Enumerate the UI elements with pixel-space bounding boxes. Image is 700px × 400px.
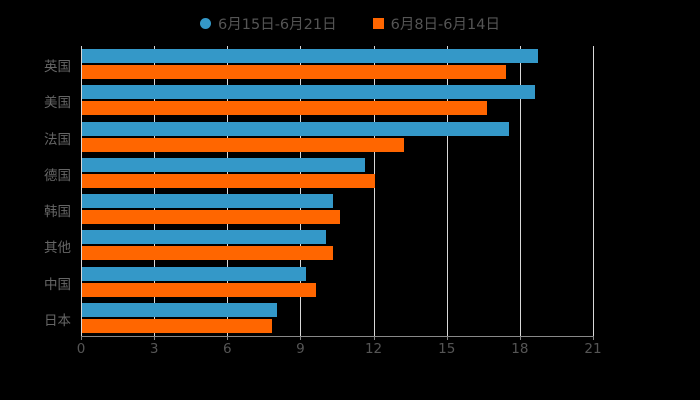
x-axis-tick-mark bbox=[227, 336, 229, 340]
y-axis-label: 德国 bbox=[44, 167, 71, 184]
x-axis-tick-mark bbox=[81, 336, 82, 340]
x-axis-tick-label: 6 bbox=[222, 341, 232, 357]
gridline bbox=[446, 46, 448, 336]
gridline bbox=[373, 46, 375, 336]
bar[interactable] bbox=[82, 49, 538, 64]
bar[interactable] bbox=[82, 137, 404, 152]
y-axis-label: 中国 bbox=[44, 276, 71, 293]
y-axis-category-labels: 英国美国法国德国韩国其他中国日本 bbox=[0, 46, 71, 336]
x-axis-tick-mark bbox=[154, 336, 156, 340]
bar[interactable] bbox=[82, 121, 509, 136]
bar[interactable] bbox=[82, 85, 536, 100]
x-axis-line bbox=[81, 336, 594, 337]
x-axis-tick-mark bbox=[446, 336, 448, 340]
gridline bbox=[300, 46, 302, 336]
chart-legend: 6月15日-6月21日 6月8日-6月14日 bbox=[0, 10, 700, 36]
gridline bbox=[227, 46, 229, 336]
x-axis-tick-label: 0 bbox=[76, 341, 86, 357]
legend-marker-square-icon bbox=[372, 17, 384, 29]
bar[interactable] bbox=[82, 318, 273, 333]
x-axis-tick-mark bbox=[593, 336, 594, 340]
legend-item[interactable]: 6月8日-6月14日 bbox=[372, 13, 500, 34]
y-axis-label: 其他 bbox=[44, 240, 71, 257]
x-axis-tick-label: 9 bbox=[296, 341, 305, 357]
x-axis-tick-label: 15 bbox=[438, 341, 456, 357]
legend-label: 6月15日-6月21日 bbox=[218, 16, 337, 33]
gridline bbox=[519, 46, 521, 336]
bar[interactable] bbox=[82, 65, 507, 80]
bar[interactable] bbox=[82, 101, 487, 116]
plot-area bbox=[81, 46, 594, 336]
bar[interactable] bbox=[82, 266, 307, 281]
x-axis-tick-label: 21 bbox=[584, 341, 602, 357]
legend-label: 6月8日-6月14日 bbox=[390, 16, 500, 33]
y-axis-label: 美国 bbox=[44, 95, 71, 112]
bar[interactable] bbox=[82, 157, 365, 172]
legend-item[interactable]: 6月15日-6月21日 bbox=[200, 13, 337, 34]
bar[interactable] bbox=[82, 302, 278, 317]
y-axis-label: 英国 bbox=[44, 59, 71, 76]
bar[interactable] bbox=[82, 210, 341, 225]
gridline bbox=[81, 46, 82, 336]
bar[interactable] bbox=[82, 282, 317, 297]
x-axis-tick-label: 3 bbox=[149, 341, 159, 357]
x-axis-tick-label: 12 bbox=[364, 341, 383, 357]
x-axis-tick-mark bbox=[519, 336, 521, 340]
x-axis-tick-mark bbox=[300, 336, 302, 340]
bar[interactable] bbox=[82, 194, 334, 209]
bar[interactable] bbox=[82, 246, 334, 261]
bar[interactable] bbox=[82, 173, 375, 188]
y-axis-label: 法国 bbox=[44, 131, 71, 148]
legend-marker-circle-icon bbox=[200, 17, 212, 29]
x-axis-tick-mark bbox=[373, 336, 375, 340]
y-axis-label: 韩国 bbox=[44, 204, 71, 221]
x-axis-tick-label: 18 bbox=[511, 341, 529, 357]
y-axis-label: 日本 bbox=[44, 312, 71, 329]
gridline bbox=[593, 46, 594, 336]
gridline bbox=[154, 46, 156, 336]
bar[interactable] bbox=[82, 230, 326, 245]
